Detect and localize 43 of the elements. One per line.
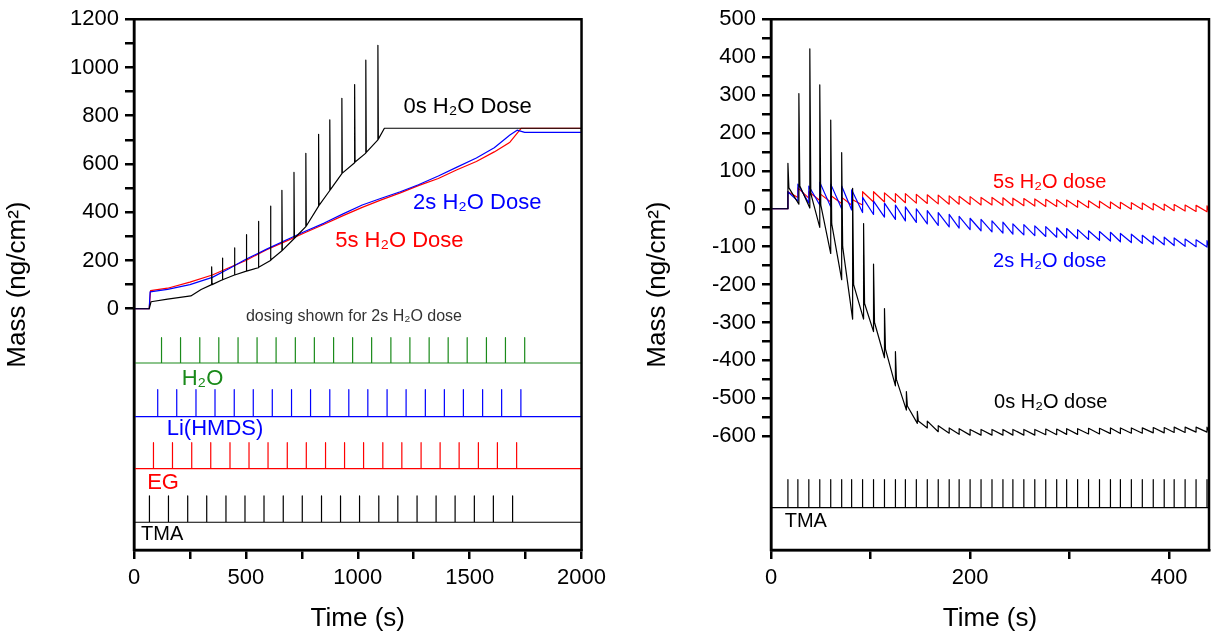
x-tick-label: 1500 — [445, 564, 495, 590]
series-label: H₂O — [181, 364, 224, 390]
x-tick-label: 500 — [227, 564, 265, 590]
y-tick-label: 1000 — [70, 53, 119, 79]
x-tick-label: 400 — [1150, 564, 1188, 590]
y-tick-label: 1200 — [70, 5, 119, 31]
y-axis-title: Mass (ng/cm²) — [640, 201, 671, 368]
x-tick-label: 0 — [764, 564, 778, 590]
y-tick-label: 0 — [106, 294, 119, 320]
series-label: Li(HMDS) — [166, 415, 264, 441]
y-tick-label: -400 — [711, 346, 756, 372]
x-tick-label: 200 — [951, 564, 989, 590]
series-label: 2s H₂O dose — [993, 248, 1107, 271]
y-tick-label: -200 — [711, 270, 756, 296]
y-tick-label: 100 — [719, 156, 756, 182]
y-tick-label: 400 — [719, 43, 756, 69]
x-tick-label: 1000 — [333, 564, 383, 590]
x-tick-label: 2000 — [557, 564, 607, 590]
y-tick-label: 800 — [82, 101, 119, 127]
y-tick-label: 200 — [719, 119, 756, 145]
series-label: TMA — [784, 509, 828, 532]
y-tick-label: -300 — [711, 308, 756, 334]
series-label: EG — [147, 469, 179, 495]
series-label: TMA — [141, 522, 184, 545]
series-label: 0s H₂O Dose — [403, 92, 532, 118]
y-tick-label: 500 — [719, 5, 756, 31]
y-tick-label: 400 — [82, 198, 119, 224]
series-label: 5s H₂O Dose — [335, 227, 464, 253]
y-tick-label: 300 — [719, 81, 756, 107]
y-tick-label: -600 — [711, 422, 756, 448]
y-axis-title: Mass (ng/cm²) — [0, 201, 31, 368]
series-label: 0s H₂O dose — [994, 390, 1108, 413]
series-label: 2s H₂O Dose — [413, 189, 542, 215]
y-tick-label: 200 — [82, 246, 119, 272]
series-label: 5s H₂O dose — [993, 170, 1107, 193]
y-tick-label: 600 — [82, 150, 119, 176]
y-tick-label: -100 — [711, 232, 756, 258]
x-axis-title: Time (s) — [942, 601, 1038, 632]
y-tick-label: 0 — [743, 194, 756, 220]
x-tick-label: 0 — [127, 564, 141, 590]
y-tick-label: -500 — [711, 384, 756, 410]
annotation: dosing shown for 2s H₂O dose — [245, 307, 463, 325]
x-axis-title: Time (s) — [310, 601, 405, 632]
